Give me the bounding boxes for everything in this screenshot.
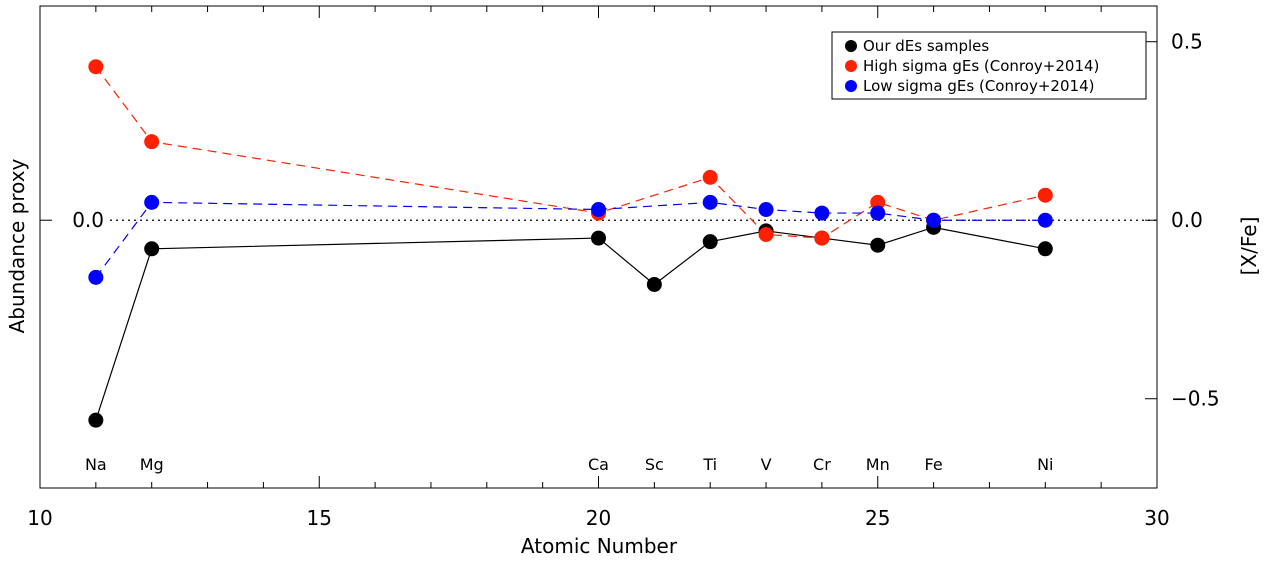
- legend-marker: [845, 40, 857, 52]
- series-lines: [95, 66, 1046, 421]
- element-label: Mn: [866, 455, 890, 474]
- y-tick-label-left: 0.0: [72, 208, 104, 232]
- element-label: Cr: [813, 455, 831, 474]
- legend-marker: [845, 60, 857, 72]
- element-labels: Na Mg Ca Sc Ti V Cr Mn Fe Ni: [85, 455, 1054, 474]
- x-tick-label: 10: [27, 506, 52, 530]
- legend-entry: Low sigma gEs (Conroy+2014): [863, 77, 1094, 95]
- data-point-series-0: [1037, 241, 1053, 257]
- legend-entry: Our dEs samples: [863, 37, 989, 55]
- data-point-series-2: [758, 202, 774, 218]
- data-point-series-1: [88, 59, 104, 75]
- series-line-2: [95, 201, 1046, 278]
- data-point-series-0: [702, 234, 718, 250]
- data-point-series-0: [144, 241, 160, 257]
- data-point-series-2: [591, 202, 606, 218]
- x-tick-label: 30: [1144, 506, 1169, 530]
- data-point-series-2: [926, 212, 942, 228]
- data-point-series-2: [870, 205, 886, 221]
- x-tick-label: 25: [865, 506, 890, 530]
- element-label: Ni: [1037, 455, 1053, 474]
- data-point-series-0: [591, 230, 606, 246]
- y-axis-label-left: Abundance proxy: [5, 158, 29, 333]
- data-point-series-2: [702, 194, 718, 210]
- y-tick-label-right: 0.5: [1171, 30, 1203, 54]
- element-label: Mg: [140, 455, 164, 474]
- data-point-series-0: [870, 237, 886, 253]
- y-tick-label-right: −0.5: [1171, 387, 1220, 411]
- element-label: Fe: [925, 455, 943, 474]
- element-label: V: [761, 455, 772, 474]
- data-point-series-1: [870, 194, 886, 210]
- legend: Our dEs samples High sigma gEs (Conroy+20…: [831, 31, 1147, 100]
- data-point-series-0: [646, 276, 662, 292]
- x-tick-label: 15: [307, 506, 332, 530]
- data-point-series-0: [88, 412, 104, 428]
- data-point-series-2: [88, 269, 104, 285]
- data-point-series-1: [814, 230, 830, 246]
- data-point-series-2: [1037, 212, 1053, 228]
- legend-box: [831, 31, 1147, 100]
- series-points: [88, 59, 1053, 428]
- y-axis-label-right: [X/Fe]: [1237, 217, 1261, 276]
- data-point-series-1: [1037, 187, 1053, 203]
- series-line-0: [95, 226, 1046, 421]
- legend-marker: [845, 80, 857, 92]
- data-point-series-2: [144, 194, 160, 210]
- data-point-series-2: [814, 205, 830, 221]
- axis-ticks: 10 15 20 25 30 0.0 0.5 0.0 −0.5: [27, 6, 1220, 530]
- x-tick-label: 20: [586, 506, 611, 530]
- x-axis-label: Atomic Number: [521, 534, 678, 558]
- element-label: Na: [85, 455, 107, 474]
- data-point-series-1: [144, 134, 160, 150]
- element-label: Ca: [588, 455, 609, 474]
- data-point-series-1: [702, 169, 718, 185]
- data-point-series-1: [758, 227, 774, 243]
- legend-entry: High sigma gEs (Conroy+2014): [863, 57, 1099, 75]
- element-label: Ti: [702, 455, 717, 474]
- element-label: Sc: [645, 455, 664, 474]
- y-tick-label-right: 0.0: [1171, 208, 1203, 232]
